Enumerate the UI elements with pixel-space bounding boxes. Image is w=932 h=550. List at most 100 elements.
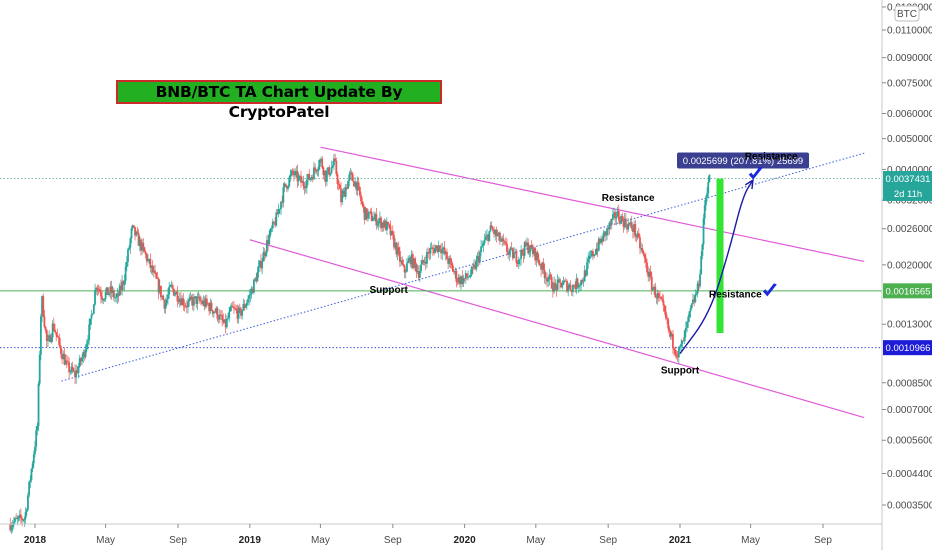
candle-body	[547, 279, 550, 282]
candle	[450, 258, 453, 269]
candle	[418, 265, 421, 283]
candle	[170, 280, 173, 289]
candle-body	[276, 212, 279, 215]
annotation-label: Support	[370, 285, 409, 296]
currency-badge[interactable]: BTC	[894, 5, 920, 22]
candle-body	[56, 334, 59, 338]
candle-body	[178, 298, 181, 303]
candle-body	[506, 243, 508, 252]
candle-body	[195, 296, 198, 305]
candle-body	[553, 282, 555, 292]
candle-body	[563, 280, 566, 282]
candle-body	[14, 517, 16, 522]
candle	[469, 269, 472, 279]
candle	[394, 238, 397, 250]
candle-body	[564, 280, 567, 282]
candle-body	[103, 298, 106, 300]
candle	[682, 337, 685, 342]
candle-body	[528, 251, 531, 254]
candle	[626, 224, 628, 234]
candle-body	[456, 281, 459, 283]
candle-body	[307, 174, 309, 180]
candle	[229, 304, 232, 312]
candle-body	[482, 243, 485, 247]
candle	[362, 201, 365, 213]
candle-body	[402, 264, 405, 266]
candle	[581, 278, 584, 285]
candle-body	[160, 285, 162, 298]
candle	[236, 304, 239, 324]
candle-body	[348, 174, 351, 181]
candle	[130, 226, 133, 244]
candle	[172, 288, 175, 297]
candle-body	[414, 258, 417, 265]
candle-body	[65, 360, 68, 362]
candle-body	[63, 353, 66, 365]
candle-body	[149, 258, 152, 268]
candle	[140, 237, 142, 256]
candle-body	[247, 298, 249, 303]
candle	[537, 253, 540, 266]
candle	[530, 240, 533, 249]
candle-body	[156, 278, 159, 280]
time-axis[interactable]: 2018 May Sep 2019 May Sep 2020 May Sep 2021 May Sep	[24, 524, 832, 546]
candle-body	[38, 354, 41, 384]
candle-body	[210, 302, 213, 311]
candle-body	[200, 300, 202, 302]
candle-body	[502, 238, 505, 242]
candle-body	[668, 328, 671, 331]
candle	[75, 364, 78, 384]
candle	[275, 208, 278, 227]
candle	[464, 270, 467, 284]
candle-body	[285, 186, 288, 189]
y-tick-label: 0.0026000	[887, 224, 932, 235]
candle-body	[569, 284, 572, 290]
y-tick-label: 0.0020000	[887, 260, 932, 271]
candle	[438, 245, 441, 253]
candle-body	[667, 319, 670, 329]
candle-body	[338, 184, 341, 190]
candle	[363, 206, 366, 225]
candle	[253, 278, 255, 295]
candle-body	[660, 296, 663, 299]
currency-badge-label: BTC	[897, 9, 917, 20]
candle-body	[614, 212, 617, 219]
candle-body	[391, 230, 394, 236]
candle	[294, 168, 297, 178]
candle-body	[104, 292, 107, 299]
candle	[663, 304, 666, 315]
candle-body	[351, 174, 354, 182]
candle	[499, 231, 501, 246]
candle	[202, 295, 205, 307]
candle	[338, 181, 341, 190]
candle	[556, 274, 559, 292]
candle-body	[175, 291, 178, 294]
candle-body	[294, 171, 297, 176]
candle-body	[12, 521, 15, 526]
candle	[343, 186, 346, 197]
candle	[674, 346, 677, 358]
candle	[227, 312, 229, 321]
candle-body	[570, 289, 573, 293]
candle-body	[248, 295, 251, 299]
candle-body	[170, 285, 173, 286]
candle	[622, 216, 625, 233]
candle	[376, 219, 379, 228]
candle	[309, 177, 312, 182]
candle-body	[490, 225, 493, 229]
candle-body	[383, 220, 386, 228]
candle	[434, 244, 437, 254]
candle-body	[147, 259, 149, 262]
candle	[446, 248, 448, 260]
candle	[451, 263, 454, 272]
candle	[562, 276, 565, 285]
candle-body	[205, 298, 208, 304]
candle-body	[25, 509, 28, 513]
candle-body	[496, 235, 499, 236]
candle-body	[574, 286, 577, 290]
candle-body	[263, 252, 266, 256]
candle	[584, 269, 587, 278]
candle	[102, 298, 105, 305]
candle-body	[165, 299, 168, 304]
